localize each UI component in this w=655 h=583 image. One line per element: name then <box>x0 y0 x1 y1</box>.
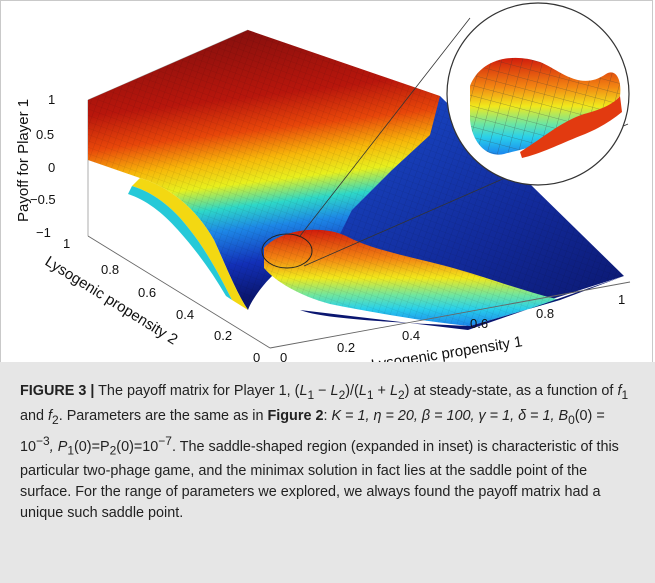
x-axis-label: Lysogenic propensity 1 <box>370 333 524 362</box>
z-tick-label: 0.5 <box>36 127 54 142</box>
y-tick-label: 0 <box>253 350 260 362</box>
x-tick-label: 0.6 <box>470 316 488 331</box>
z-axis: 1 0.5 0 −0.5 −1 Payoff for Player 1 <box>15 92 56 240</box>
z-tick-label: 0 <box>48 160 55 175</box>
caption-label: FIGURE 3 | <box>20 383 95 399</box>
x-tick-label: 0.4 <box>402 328 420 343</box>
caption-box <box>0 362 655 583</box>
x-tick-label: 0.2 <box>337 340 355 355</box>
x-tick-label: 0.8 <box>536 306 554 321</box>
inset-magnifier <box>446 2 630 186</box>
y-tick-label: 1 <box>63 236 70 251</box>
x-tick-label: 0 <box>280 350 287 362</box>
y-tick-label: 0.2 <box>214 328 232 343</box>
y-tick-label: 0.8 <box>101 262 119 277</box>
z-tick-label: −0.5 <box>30 192 56 207</box>
z-tick-label: −1 <box>36 225 51 240</box>
z-tick-label: 1 <box>48 92 55 107</box>
x-tick-label: 1 <box>618 292 625 307</box>
z-axis-label: Payoff for Player 1 <box>15 99 32 222</box>
saddle-marker <box>261 233 313 269</box>
y-tick-label: 0.6 <box>138 285 156 300</box>
y-tick-label: 0.4 <box>176 307 194 322</box>
figure2-link[interactable]: Figure 2 <box>267 407 324 424</box>
figure-caption: FIGURE 3 | The payoff matrix for Player … <box>20 383 629 522</box>
surface-figure: 1 0.5 0 −0.5 −1 Payoff for Player 1 1 0.… <box>15 2 631 362</box>
